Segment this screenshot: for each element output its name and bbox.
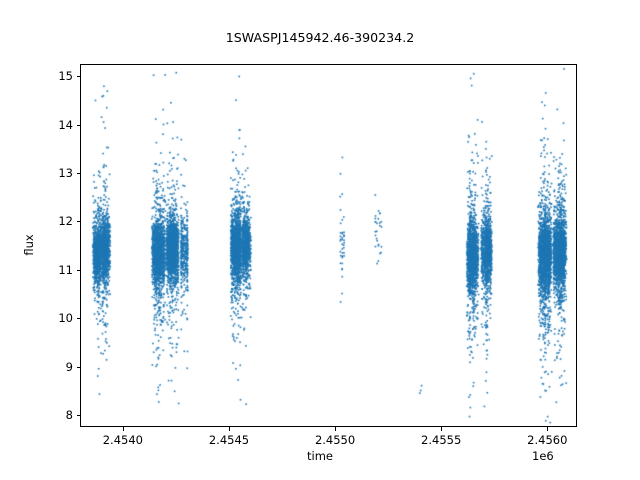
x-tick-label: 2.4550: [314, 433, 356, 447]
scatter-plot-canvas: [81, 65, 576, 426]
y-tick-mark: [76, 366, 80, 368]
y-tick-mark: [76, 269, 80, 271]
x-axis-offset-label: 1e6: [532, 449, 554, 463]
y-tick-mark: [76, 414, 80, 416]
y-tick-label: 9: [65, 359, 73, 374]
y-tick-label: 10: [58, 311, 73, 326]
y-tick-label: 15: [58, 69, 73, 84]
y-tick-mark: [76, 172, 80, 174]
page-title: 1SWASPJ145942.46-390234.2: [225, 30, 415, 45]
x-tick-label: 2.4555: [421, 433, 462, 447]
x-tick-mark: [441, 427, 443, 431]
x-tick-label: 2.4545: [208, 433, 250, 447]
y-tick-label: 14: [58, 117, 73, 132]
x-tick-mark: [547, 427, 549, 431]
x-tick-mark: [122, 427, 124, 431]
x-tick-label: 2.4540: [102, 433, 143, 447]
y-tick-mark: [76, 124, 80, 126]
y-axis-label: flux: [22, 234, 36, 256]
y-tick-mark: [76, 318, 80, 320]
y-tick-label: 13: [58, 165, 73, 180]
y-tick-mark: [76, 221, 80, 223]
y-tick-label: 11: [58, 262, 73, 277]
y-tick-mark: [76, 76, 80, 78]
x-tick-label: 2.4560: [527, 433, 568, 447]
x-tick-mark: [335, 427, 337, 431]
y-tick-label: 8: [65, 407, 73, 422]
x-axis-label: time: [307, 449, 333, 463]
y-tick-label: 12: [58, 214, 73, 229]
x-tick-mark: [228, 427, 230, 431]
